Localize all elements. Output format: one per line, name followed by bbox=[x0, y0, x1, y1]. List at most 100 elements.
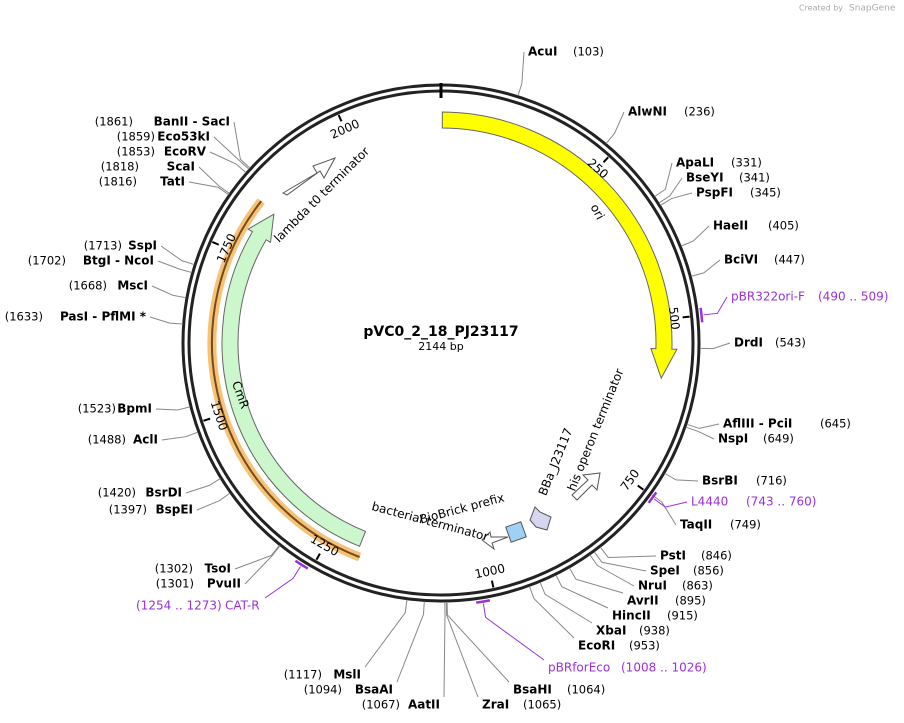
enzyme-leader bbox=[185, 478, 221, 494]
enzyme-name: BsrDI bbox=[145, 486, 182, 500]
enzyme-position: (1713) bbox=[84, 239, 122, 253]
cmr-arrow bbox=[221, 213, 367, 547]
enzyme-leader bbox=[539, 582, 593, 624]
enzyme-leader bbox=[699, 342, 731, 350]
primer-leader bbox=[264, 566, 301, 599]
primer-leader bbox=[482, 603, 545, 661]
enzyme-position: (1397) bbox=[109, 503, 147, 517]
enzyme-name: BspEI bbox=[155, 503, 193, 517]
enzyme-leader bbox=[161, 431, 199, 441]
enzyme-leader bbox=[555, 574, 609, 609]
tick-label: 750 bbox=[618, 467, 643, 494]
enzyme-leader bbox=[196, 492, 231, 511]
enzyme-position: (863) bbox=[682, 579, 713, 593]
enzyme-position: (1668) bbox=[69, 279, 107, 293]
tick-mark bbox=[602, 156, 609, 164]
enzyme-leader bbox=[396, 601, 425, 683]
enzyme-name: MslI bbox=[333, 668, 361, 682]
enzyme-name: BciVI bbox=[724, 253, 758, 267]
enzyme-leader bbox=[188, 181, 229, 196]
enzyme-leader bbox=[685, 426, 715, 440]
enzyme-position: (1523) bbox=[78, 402, 116, 416]
primer-leader bbox=[703, 296, 728, 316]
enzyme-leader bbox=[209, 151, 247, 173]
enzyme-name: PvuII bbox=[207, 577, 241, 591]
enzyme-name: BanII - SacI bbox=[154, 115, 230, 129]
cmr-highlight-core bbox=[211, 200, 360, 558]
enzyme-name: EcoRV bbox=[164, 145, 207, 159]
enzyme-name: ZraI bbox=[482, 698, 509, 712]
enzyme-position: (1094) bbox=[304, 683, 342, 697]
enzyme-name: AcuI bbox=[528, 45, 557, 59]
his-arrow bbox=[571, 472, 601, 501]
feature-label: ori bbox=[588, 202, 608, 222]
promoter-arrow bbox=[529, 506, 552, 531]
enzyme-position: (645) bbox=[820, 417, 851, 431]
enzyme-leader bbox=[445, 601, 479, 698]
enzyme-position: (938) bbox=[639, 624, 670, 638]
enzyme-leader bbox=[364, 599, 408, 668]
enzyme-leader bbox=[157, 260, 192, 274]
primer-name: pBR322ori-F bbox=[731, 290, 805, 304]
enzyme-position: (236) bbox=[684, 105, 715, 119]
enzyme-name: TsoI bbox=[205, 562, 231, 576]
enzyme-leader bbox=[233, 121, 251, 169]
enzyme-name: DrdI bbox=[734, 336, 763, 350]
enzyme-position: (846) bbox=[701, 549, 732, 563]
tick-mark bbox=[637, 484, 645, 491]
primer-arc bbox=[647, 491, 658, 504]
enzyme-name: EcoRI bbox=[578, 639, 615, 653]
enzyme-name: TaqII bbox=[680, 518, 712, 532]
tick-mark bbox=[211, 241, 220, 246]
enzyme-leader bbox=[155, 406, 191, 411]
enzyme-leader bbox=[149, 316, 183, 325]
enzyme-leader bbox=[244, 545, 281, 585]
enzyme-name: AvrII bbox=[627, 594, 659, 608]
enzyme-name: BsaAI bbox=[355, 683, 393, 697]
enzyme-name: AlwNI bbox=[628, 105, 667, 119]
primer-leader bbox=[653, 498, 688, 508]
tick-mark bbox=[203, 417, 211, 422]
enzyme-leader bbox=[151, 285, 187, 299]
lambda-arrow bbox=[281, 157, 337, 196]
enzyme-leader bbox=[664, 472, 699, 482]
enzyme-position: (1702) bbox=[28, 254, 66, 268]
enzyme-leader bbox=[691, 259, 721, 277]
enzyme-position: (749) bbox=[730, 518, 761, 532]
enzyme-name: HaeII bbox=[713, 219, 748, 233]
primer-range: (1254 .. 1273) bbox=[136, 599, 222, 613]
enzyme-leader bbox=[599, 546, 657, 558]
enzyme-leader bbox=[654, 162, 673, 198]
tick-label: 1000 bbox=[474, 561, 507, 581]
enzyme-name: NspI bbox=[718, 432, 748, 446]
enzyme-leader bbox=[686, 423, 720, 429]
enzyme-name: PasI - PflMI * bbox=[60, 310, 147, 324]
enzyme-name: BsrBI bbox=[702, 474, 738, 488]
enzyme-name: BseYI bbox=[686, 171, 724, 185]
tick-mark bbox=[315, 553, 321, 561]
enzyme-position: (1488) bbox=[88, 433, 126, 447]
enzyme-name: TatI bbox=[160, 175, 185, 189]
primer-range: (743 .. 760) bbox=[746, 495, 816, 509]
enzyme-position: (1301) bbox=[156, 577, 194, 591]
enzyme-position: (341) bbox=[739, 171, 770, 185]
enzyme-leader bbox=[160, 245, 195, 266]
enzyme-leader bbox=[650, 493, 677, 526]
created-by: Created by bbox=[799, 4, 843, 13]
enzyme-leader bbox=[568, 567, 624, 594]
enzyme-leader bbox=[658, 177, 683, 204]
enzyme-name: MscI bbox=[117, 279, 148, 293]
biobrick-box bbox=[505, 521, 527, 543]
bacterial-arrow bbox=[481, 530, 509, 551]
enzyme-name: Eco53kI bbox=[157, 130, 210, 144]
enzyme-position: (1853) bbox=[117, 145, 155, 159]
enzyme-position: (447) bbox=[774, 253, 805, 267]
enzyme-position: (915) bbox=[667, 609, 698, 623]
enzyme-position: (1861) bbox=[95, 115, 133, 129]
enzyme-position: (1420) bbox=[98, 486, 136, 500]
enzyme-leader bbox=[593, 551, 647, 572]
enzyme-name: PspFI bbox=[696, 186, 733, 200]
ori-arrow bbox=[441, 111, 678, 380]
enzyme-position: (1859) bbox=[117, 130, 155, 144]
